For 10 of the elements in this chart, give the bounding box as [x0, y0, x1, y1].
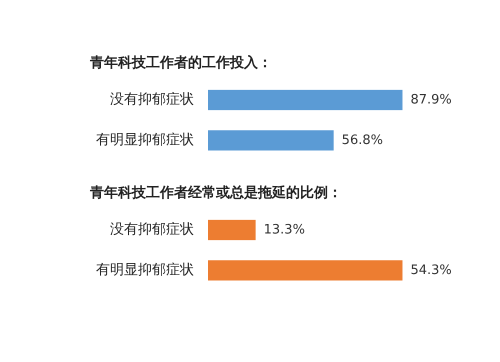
data-label: 87.9%	[410, 92, 452, 108]
y-tick-label: 没有抑郁症状	[110, 222, 194, 238]
y-tick-label: 有明显抑郁症状	[96, 262, 194, 278]
data-label: 56.8%	[342, 132, 383, 148]
chart-title: 青年科技工作者经常或总是拖延的比例：	[89, 185, 342, 202]
y-tick-label: 没有抑郁症状	[110, 92, 194, 108]
data-label: 13.3%	[264, 222, 305, 238]
data-label: 54.3%	[410, 262, 452, 278]
y-tick-label: 有明显抑郁症状	[96, 132, 194, 148]
chart-title: 青年科技工作者的工作投入：	[89, 55, 272, 72]
